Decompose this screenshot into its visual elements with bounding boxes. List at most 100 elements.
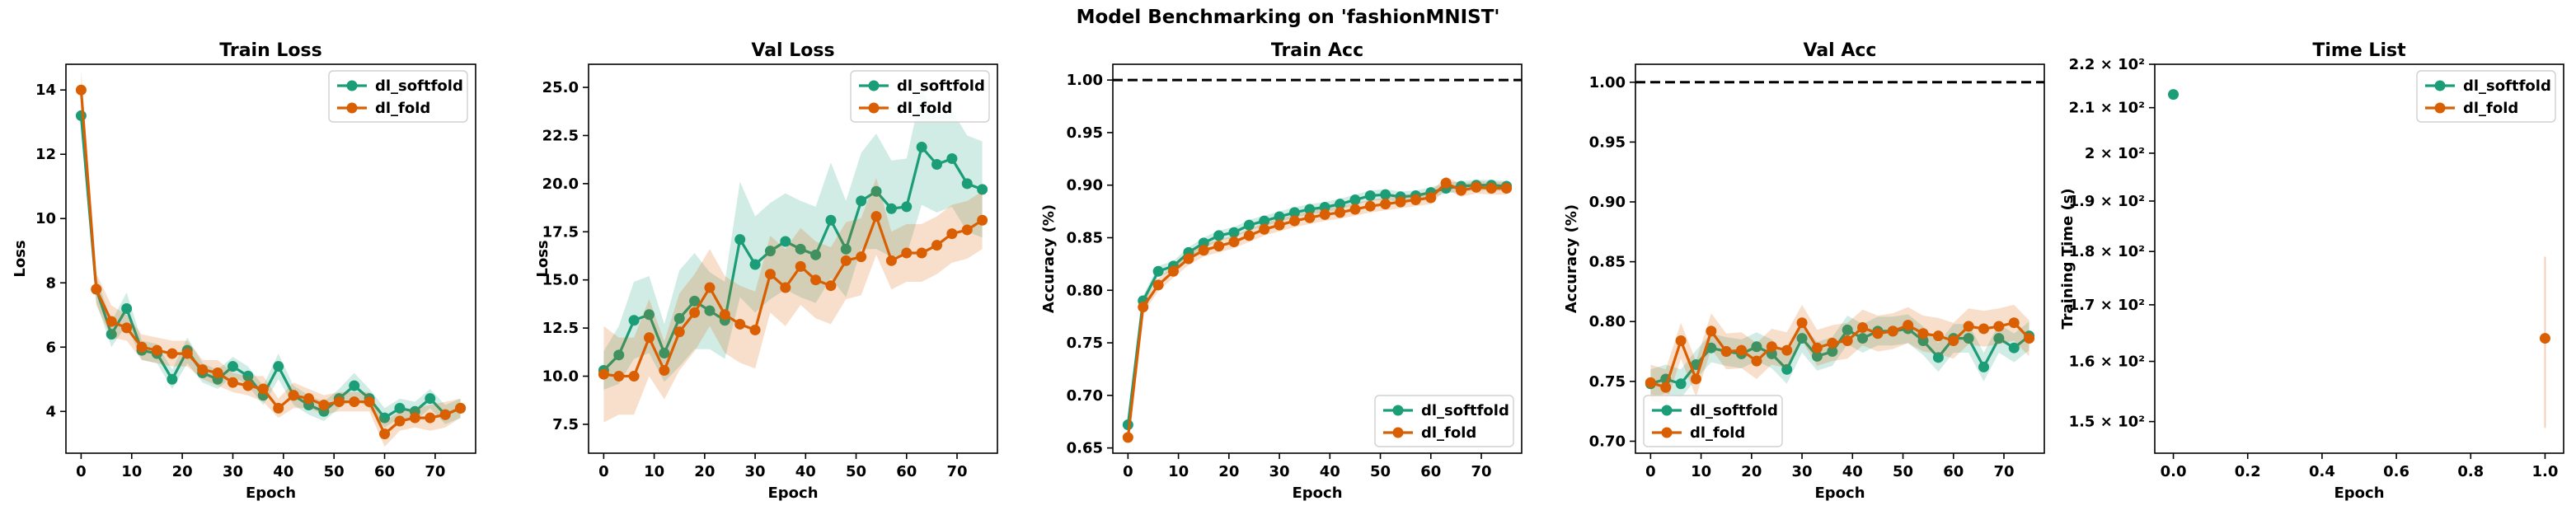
data-point [734,318,746,330]
data-point [379,428,391,440]
data-point [673,326,685,338]
data-point [1152,265,1164,277]
x-axis-label: Epoch [1814,485,1865,502]
x-tick-label: 50 [1893,463,1913,480]
series-dl_fold [598,177,988,423]
data-point [613,349,625,361]
data-point [1335,199,1346,210]
data-point [977,184,988,195]
data-point [1857,333,1869,344]
data-point [780,236,791,247]
data-point [1198,237,1209,249]
y-tick-label: 0.95 [1067,124,1103,142]
data-point [977,214,988,226]
confidence-band [81,70,461,447]
legend-entry-dl_fold: dl_fold [375,100,430,117]
y-tick-label: 12 [35,146,56,163]
data-point [75,110,87,121]
data-point [856,195,867,207]
legend-swatch-marker [1392,405,1404,416]
data-point [242,380,254,391]
x-tick-label: 60 [374,463,395,480]
data-point [1963,333,1974,344]
data-point [1485,183,1497,194]
data-point [1645,377,1656,388]
data-point [916,247,927,259]
data-point [704,305,716,316]
data-point [1736,344,1748,356]
data-point [167,348,178,359]
x-tick-label: 0.0 [2161,463,2187,480]
data-point [840,255,852,266]
data-point [1274,211,1285,222]
y-tick-label: 2.1 × 10² [2069,100,2145,117]
data-point [1243,230,1255,241]
confidence-band [603,177,983,423]
data-point [2539,333,2550,344]
data-point [167,373,178,385]
data-point [1471,181,1482,193]
y-tick-label: 22.5 [542,127,579,144]
data-point [227,361,238,372]
data-point [181,348,193,359]
y-tick-label: 14 [35,82,56,99]
y-tick-label: 1.00 [1589,74,1626,91]
y-tick-label: 12.5 [542,320,579,337]
x-tick-label: 60 [896,463,917,480]
series-dl_fold [2539,256,2550,428]
plot-frame [65,63,476,454]
data-point [1319,201,1330,213]
data-point [916,141,927,152]
legend-swatch-marker [2434,80,2446,91]
y-tick-label: 1.5 × 10² [2069,414,2145,431]
data-point [870,211,882,222]
y-axis-label: Loss [534,240,551,277]
legend: dl_softfold dl_fold [1643,395,1783,447]
data-point [394,415,406,427]
data-point [1842,335,1853,346]
data-point [1720,346,1732,358]
data-point [1978,361,1990,372]
series-dl_fold [1122,176,1513,444]
legend-entry-dl_softfold: dl_softfold [1421,402,1509,419]
data-point [273,361,284,372]
x-tick-label: 40 [273,463,293,480]
data-point [946,152,958,164]
data-point [780,282,791,293]
x-tick-label: 1.0 [2532,463,2559,480]
data-point [333,396,345,408]
data-point [613,371,625,382]
data-point [273,402,284,414]
x-tick-label: 30 [1792,463,1813,480]
x-tick-label: 40 [795,463,816,480]
data-point [1183,253,1194,265]
legend: dl_softfold dl_fold [1374,395,1514,447]
legend-entry-dl_softfold: dl_softfold [375,77,463,95]
x-tick-label: 70 [1471,463,1491,480]
figure-suptitle: Model Benchmarking on 'fashionMNIST' [1076,7,1500,28]
data-point [1364,200,1376,212]
data-point [704,282,716,293]
data-point [795,260,806,272]
y-tick-label: 0.75 [1067,335,1103,352]
x-axis-label: Epoch [2334,485,2384,502]
legend-swatch-marker [1661,405,1673,416]
x-axis-label: Epoch [1292,485,1342,502]
data-point [1138,302,1149,313]
legend: dl_softfold dl_fold [328,70,468,123]
data-point [1917,328,1929,339]
data-point [2168,89,2180,101]
y-tick-label: 6 [45,339,56,356]
y-tick-label: 10 [35,210,56,227]
data-point [961,178,973,190]
x-tick-label: 0 [1123,463,1133,480]
x-tick-label: 60 [1420,463,1441,480]
x-tick-label: 30 [745,463,766,480]
data-point [1706,342,1717,353]
x-tick-label: 0.6 [2383,463,2409,480]
y-tick-label: 25.0 [542,79,579,96]
legend-entry-dl_softfold: dl_softfold [2463,77,2551,95]
data-point [1887,325,1898,337]
data-point [349,396,360,408]
x-tick-label: 40 [1320,463,1340,480]
